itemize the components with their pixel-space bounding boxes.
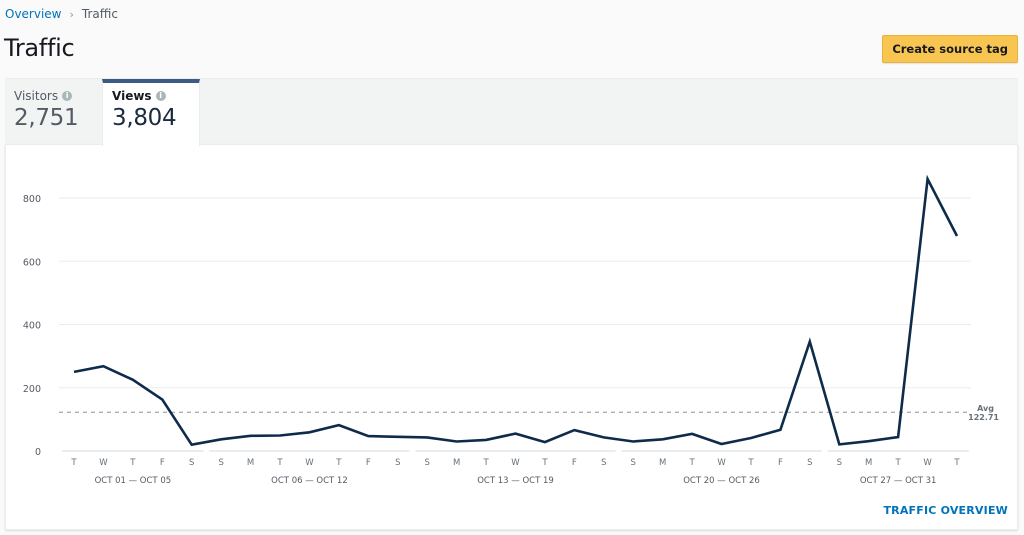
x-tick-label: M xyxy=(659,458,666,468)
x-tick-label: T xyxy=(688,458,695,468)
x-tick-label: S xyxy=(395,458,400,468)
week-range-label: OCT 06 — OCT 12 xyxy=(271,476,348,486)
x-tick-label: F xyxy=(160,458,165,468)
create-source-tag-button[interactable]: Create source tag xyxy=(882,35,1018,63)
tab-views-label-row: Views i xyxy=(112,89,190,103)
tab-visitors-label: Visitors xyxy=(14,89,59,103)
metric-tabs: Visitors i 2,751 Views i 3,804 xyxy=(5,78,1018,146)
week-range-label: OCT 13 — OCT 19 xyxy=(477,476,554,486)
tab-visitors[interactable]: Visitors i 2,751 xyxy=(5,79,102,145)
tab-views[interactable]: Views i 3,804 xyxy=(102,79,200,146)
info-icon[interactable]: i xyxy=(62,91,73,101)
x-tick-label: T xyxy=(895,458,902,468)
x-tick-label: W xyxy=(717,458,726,468)
x-tick-label: T xyxy=(70,458,77,468)
x-tick-label: T xyxy=(953,458,960,468)
x-tick-label: T xyxy=(541,458,548,468)
y-tick-label: 0 xyxy=(35,447,41,458)
tab-visitors-label-row: Visitors i xyxy=(14,89,93,103)
x-tick-label: T xyxy=(482,458,489,468)
views-series-line[interactable] xyxy=(73,174,959,447)
breadcrumb: Overview › Traffic xyxy=(5,7,118,21)
x-tick-label: T xyxy=(276,458,283,468)
traffic-overview-link[interactable]: TRAFFIC OVERVIEW xyxy=(883,504,1008,517)
y-tick-label: 600 xyxy=(23,257,41,268)
average-label: Avg xyxy=(977,404,994,413)
average-value: 122.71 xyxy=(968,413,999,422)
breadcrumb-current: Traffic xyxy=(81,7,118,21)
x-tick-label: S xyxy=(631,458,636,468)
x-tick-label: W xyxy=(99,458,108,468)
chevron-right-icon: › xyxy=(69,7,74,21)
info-icon[interactable]: i xyxy=(155,91,166,101)
y-tick-label: 400 xyxy=(23,321,41,332)
views-count: 3,804 xyxy=(112,105,177,131)
chart-card: 0 200 400 600 800 OCT 01 — OCT 05 OCT 06 — OCT… xyxy=(5,144,1018,530)
breadcrumb-overview-link[interactable]: Overview xyxy=(5,7,62,21)
y-tick-label: 800 xyxy=(23,194,41,205)
x-tick-label: M xyxy=(247,458,254,468)
visitors-count: 2,751 xyxy=(14,105,79,131)
x-tick-label: W xyxy=(511,458,520,468)
x-tick-label: S xyxy=(807,458,812,468)
x-tick-label: M xyxy=(453,458,460,468)
week-range-label: OCT 20 — OCT 26 xyxy=(683,476,760,486)
x-tick-label: F xyxy=(366,458,371,468)
week-range-label: OCT 01 — OCT 05 xyxy=(95,476,172,486)
x-tick-label: W xyxy=(305,458,314,468)
tab-views-label: Views xyxy=(112,89,152,103)
week-range-label: OCT 27 — OCT 31 xyxy=(860,476,937,486)
x-tick-label: S xyxy=(837,458,842,468)
x-tick-label: F xyxy=(572,458,577,468)
page-title: Traffic xyxy=(4,34,75,62)
x-tick-label: S xyxy=(218,458,223,468)
x-tick-label: S xyxy=(601,458,606,468)
x-tick-label: T xyxy=(129,458,136,468)
x-tick-label: S xyxy=(189,458,194,468)
x-tick-label: T xyxy=(747,458,754,468)
y-tick-label: 200 xyxy=(23,384,41,395)
x-tick-label: M xyxy=(865,458,872,468)
x-tick-label: W xyxy=(923,458,932,468)
x-tick-label: S xyxy=(424,458,429,468)
x-tick-label: F xyxy=(778,458,783,468)
x-tick-label: T xyxy=(335,458,342,468)
